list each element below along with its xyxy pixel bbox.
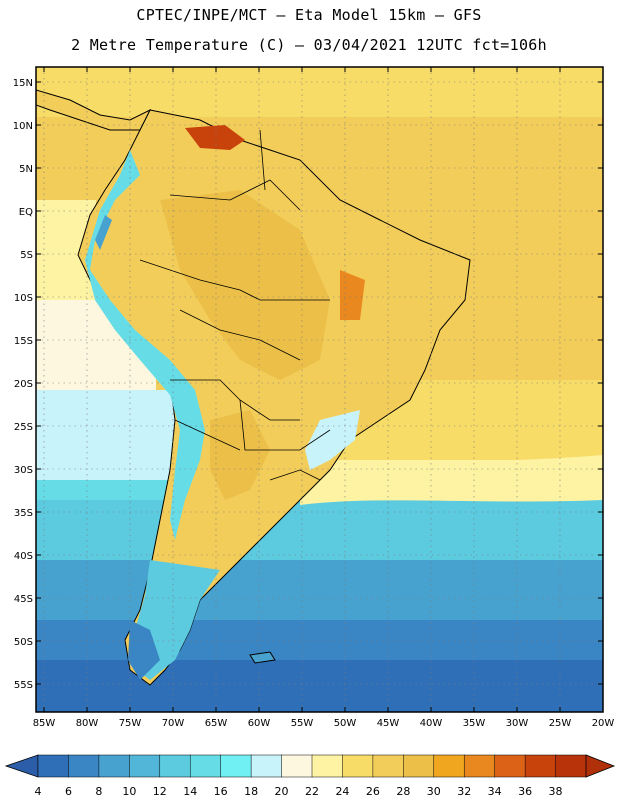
colorbar-swatch bbox=[189, 754, 222, 778]
colorbar-label: 38 bbox=[549, 785, 563, 798]
lon-label: 80W bbox=[76, 718, 99, 729]
colorbar-swatch bbox=[342, 754, 374, 778]
warm-interior-region bbox=[160, 190, 330, 380]
latitude-labels: 15N 10N 5N EQ 5S 10S 15S 20S 25S 30S 35S 40S 45S 50S 5… bbox=[13, 78, 33, 691]
axis-ticks bbox=[36, 67, 604, 712]
colorbar-swatch bbox=[37, 754, 70, 778]
colorbar-swatch bbox=[220, 754, 252, 778]
lat-label: EQ bbox=[19, 207, 33, 218]
andes-cold-ridge bbox=[85, 150, 205, 540]
lon-label: 55W bbox=[291, 718, 314, 729]
colorbar-label: 28 bbox=[396, 785, 410, 798]
lon-label: 85W bbox=[33, 718, 56, 729]
lat-label: 5S bbox=[20, 250, 33, 261]
field-band-south-blue bbox=[36, 560, 603, 620]
lon-label: 45W bbox=[377, 718, 400, 729]
colorbar-label: 8 bbox=[95, 785, 102, 798]
colorbar-label: 30 bbox=[427, 785, 441, 798]
colorbar-label: 18 bbox=[244, 785, 258, 798]
warm-patch-brazil bbox=[340, 270, 365, 320]
colorbar-swatch bbox=[555, 754, 587, 778]
lon-label: 60W bbox=[248, 718, 271, 729]
lon-label: 65W bbox=[205, 718, 228, 729]
colorbar-swatch bbox=[159, 754, 191, 778]
colorbar-high-arrow bbox=[585, 754, 616, 778]
colorbar-swatch bbox=[68, 754, 100, 778]
country-borders bbox=[139, 129, 331, 481]
colorbar-label: 34 bbox=[488, 785, 502, 798]
lat-label: 10S bbox=[14, 293, 33, 304]
lon-label: 70W bbox=[162, 718, 185, 729]
colorbar-label: 22 bbox=[305, 785, 319, 798]
longitude-labels: 85W 80W 75W 70W 65W 60W 55W 50W 45W 40W 35W 30W 25W 2… bbox=[33, 718, 615, 729]
lat-label: 25S bbox=[14, 422, 33, 433]
colorbar-label: 36 bbox=[518, 785, 532, 798]
colorbar-swatch bbox=[433, 754, 465, 778]
field-band-upper-ocean bbox=[36, 67, 603, 117]
andes-cold-core bbox=[95, 215, 112, 250]
lon-label: 20W bbox=[592, 718, 615, 729]
colorbar-swatch bbox=[129, 754, 161, 778]
colorbar-label: 20 bbox=[275, 785, 289, 798]
colorbar-label: 16 bbox=[214, 785, 228, 798]
lat-label: 15N bbox=[13, 78, 33, 89]
title-line-2: 2 Metre Temperature (C) – 03/04/2021 12U… bbox=[71, 36, 547, 54]
field-band-cool-pacific bbox=[36, 390, 176, 480]
colorbar-swatch bbox=[494, 754, 526, 778]
lat-label: 5N bbox=[19, 164, 33, 175]
lat-label: 50S bbox=[14, 637, 33, 648]
falkland-islands bbox=[249, 651, 276, 664]
colorbar-swatch bbox=[463, 754, 496, 778]
lat-label: 40S bbox=[14, 551, 33, 562]
lat-label: 45S bbox=[14, 594, 33, 605]
colorbar-swatch bbox=[372, 754, 404, 778]
graticule bbox=[36, 67, 603, 712]
colorbar-labels: 4 6 8 10 12 14 16 18 20 22 24 26 28 30 32 34 36 38 bbox=[35, 785, 563, 798]
southeast-coast-cool bbox=[305, 410, 360, 470]
colorbar-swatches bbox=[4, 754, 616, 778]
lat-label: 55S bbox=[14, 680, 33, 691]
colorbar-label: 14 bbox=[183, 785, 197, 798]
hot-spot-chaco bbox=[210, 410, 270, 500]
lat-label: 15S bbox=[14, 336, 33, 347]
colorbar-label: 32 bbox=[457, 785, 471, 798]
title-line-1: CPTEC/INPE/MCT – Eta Model 15km – GFS bbox=[136, 6, 482, 24]
colorbar-label: 24 bbox=[335, 785, 349, 798]
lon-label: 25W bbox=[549, 718, 572, 729]
colorbar-swatch bbox=[524, 754, 557, 778]
lat-label: 35S bbox=[14, 508, 33, 519]
patagonia-cold-tip bbox=[128, 620, 160, 680]
colorbar-low-arrow bbox=[4, 754, 39, 778]
colorbar-swatch bbox=[250, 754, 283, 778]
colorbar-swatch bbox=[311, 754, 344, 778]
lat-label: 20S bbox=[14, 379, 33, 390]
map-frame bbox=[35, 66, 604, 713]
lat-label: 10N bbox=[13, 121, 33, 132]
colorbar-label: 26 bbox=[366, 785, 380, 798]
field-band-south-cyan bbox=[36, 500, 603, 560]
lon-label: 40W bbox=[420, 718, 443, 729]
colorbar-swatch bbox=[98, 754, 130, 778]
lon-label: 35W bbox=[463, 718, 486, 729]
colorbar-label: 4 bbox=[35, 785, 42, 798]
lon-label: 75W bbox=[119, 718, 142, 729]
lat-label: 30S bbox=[14, 465, 33, 476]
central-america bbox=[36, 89, 152, 131]
colorbar-label: 6 bbox=[65, 785, 72, 798]
lon-label: 30W bbox=[506, 718, 529, 729]
hot-spot-venezuela bbox=[185, 125, 245, 150]
colorbar-label: 12 bbox=[153, 785, 167, 798]
colorbar-swatch bbox=[403, 754, 435, 778]
colorbar-label: 10 bbox=[122, 785, 136, 798]
field-band-atlantic-warm-edge bbox=[300, 455, 603, 505]
lon-label: 50W bbox=[334, 718, 357, 729]
colorbar-swatch bbox=[281, 754, 313, 778]
